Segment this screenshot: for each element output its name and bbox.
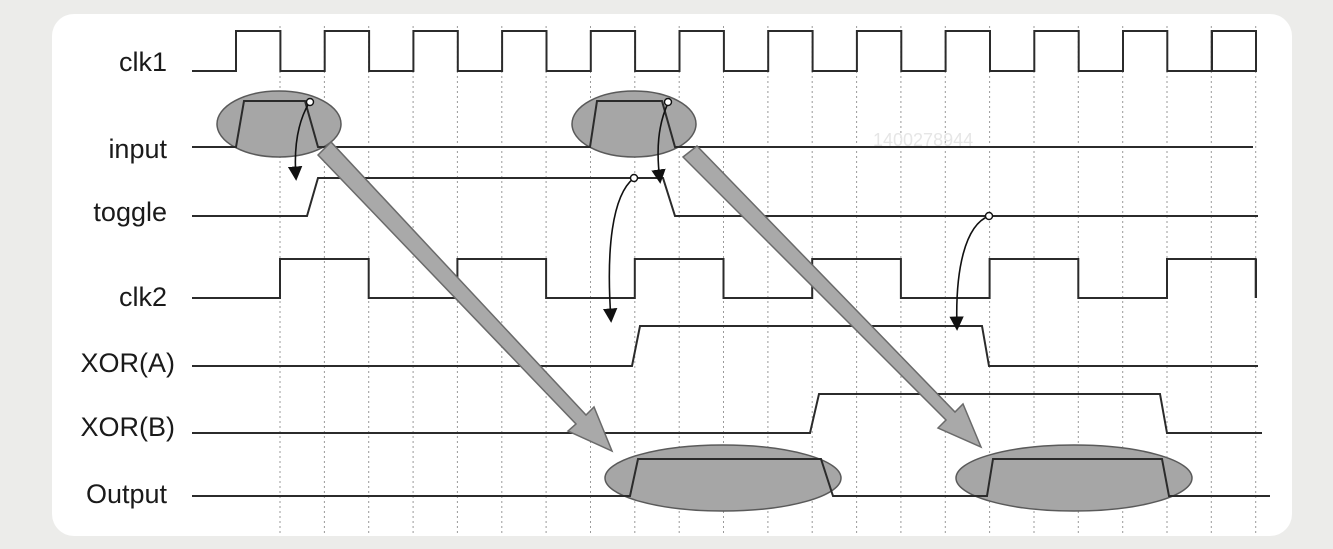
signal-labels: clk1 input toggle clk2 XOR(A) XOR(B) Out… [81, 47, 176, 509]
signal-label-xor-a: XOR(A) [81, 348, 176, 378]
clk2-waveform [192, 258, 1257, 299]
input-pulse-highlight-2 [571, 90, 697, 158]
xor-a-waveform [192, 325, 1258, 367]
watermark-text: 1400278944 [873, 130, 973, 150]
signal-label-xor-b: XOR(B) [81, 412, 176, 442]
arrow-origin-dot [663, 97, 673, 107]
arrow-origin-dot [305, 97, 315, 107]
output-pulse-highlight-1 [604, 444, 842, 512]
clk1-waveform [192, 30, 1257, 72]
propagation-arrows [316, 140, 983, 453]
input-waveform [192, 100, 1253, 148]
xor-a-cause-arrow [602, 177, 635, 323]
signal-label-input: input [108, 134, 167, 164]
output-waveform [192, 458, 1270, 497]
output-pulse-highlight-2 [955, 444, 1193, 512]
arrow-origin-dot [984, 211, 994, 221]
pulse-highlights [216, 90, 1193, 512]
propagation-arrow-1 [316, 140, 614, 453]
propagation-arrow-2 [681, 144, 983, 449]
signal-label-clk2: clk2 [119, 282, 167, 312]
diagram-card [52, 14, 1292, 536]
signal-label-output: Output [86, 479, 168, 509]
signal-label-toggle: toggle [93, 197, 167, 227]
toggle-waveform [192, 177, 1258, 217]
toggle-cause-arrow-1 [287, 102, 310, 181]
toggle-cause-arrow-2 [651, 102, 669, 184]
signal-label-clk1: clk1 [119, 47, 167, 77]
arrow-origin-dot [629, 173, 639, 183]
xor-a-fall-cause-arrow [949, 215, 990, 331]
xor-b-waveform [192, 393, 1262, 434]
input-pulse-highlight-1 [216, 90, 342, 158]
